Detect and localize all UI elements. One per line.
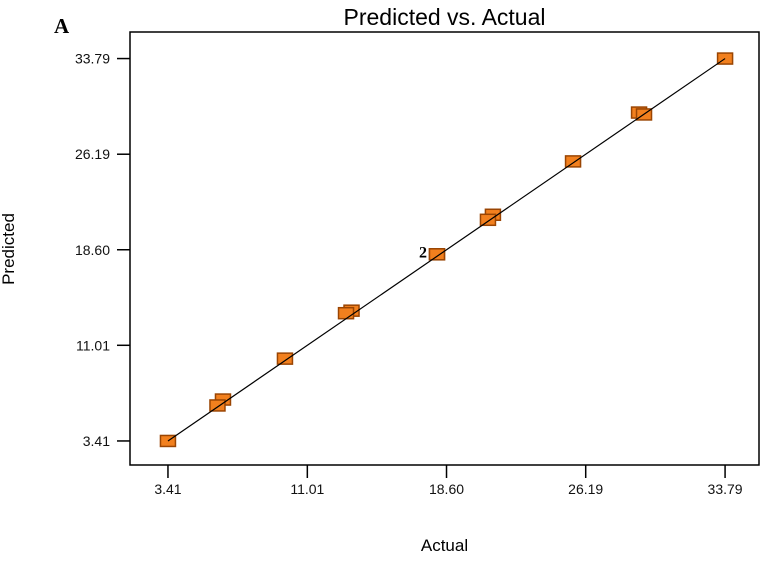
y-tick-label: 26.19 bbox=[75, 146, 110, 162]
data-point bbox=[564, 155, 582, 168]
x-tick-label: 26.19 bbox=[568, 481, 603, 497]
data-point bbox=[276, 352, 294, 365]
x-tick-label: 33.79 bbox=[708, 481, 743, 497]
x-tick-label: 18.60 bbox=[429, 481, 464, 497]
data-point bbox=[337, 306, 355, 320]
y-tick-label: 33.79 bbox=[75, 51, 110, 67]
y-tick-label: 11.01 bbox=[76, 337, 110, 353]
chart-title: Predicted vs. Actual bbox=[343, 4, 546, 30]
y-tick-label: 3.41 bbox=[83, 433, 110, 449]
x-tick-label: 3.41 bbox=[154, 481, 181, 497]
y-tick-label: 18.60 bbox=[75, 242, 110, 258]
x-axis-label: Actual bbox=[420, 536, 469, 555]
point-count-label: 2 bbox=[419, 244, 427, 261]
data-point bbox=[479, 213, 497, 227]
panel-label: A bbox=[54, 14, 70, 38]
identity-line bbox=[167, 58, 726, 442]
data-point bbox=[209, 399, 226, 412]
data-point bbox=[428, 248, 446, 261]
x-tick-label: 11.01 bbox=[290, 481, 324, 497]
plot-border bbox=[129, 31, 760, 466]
